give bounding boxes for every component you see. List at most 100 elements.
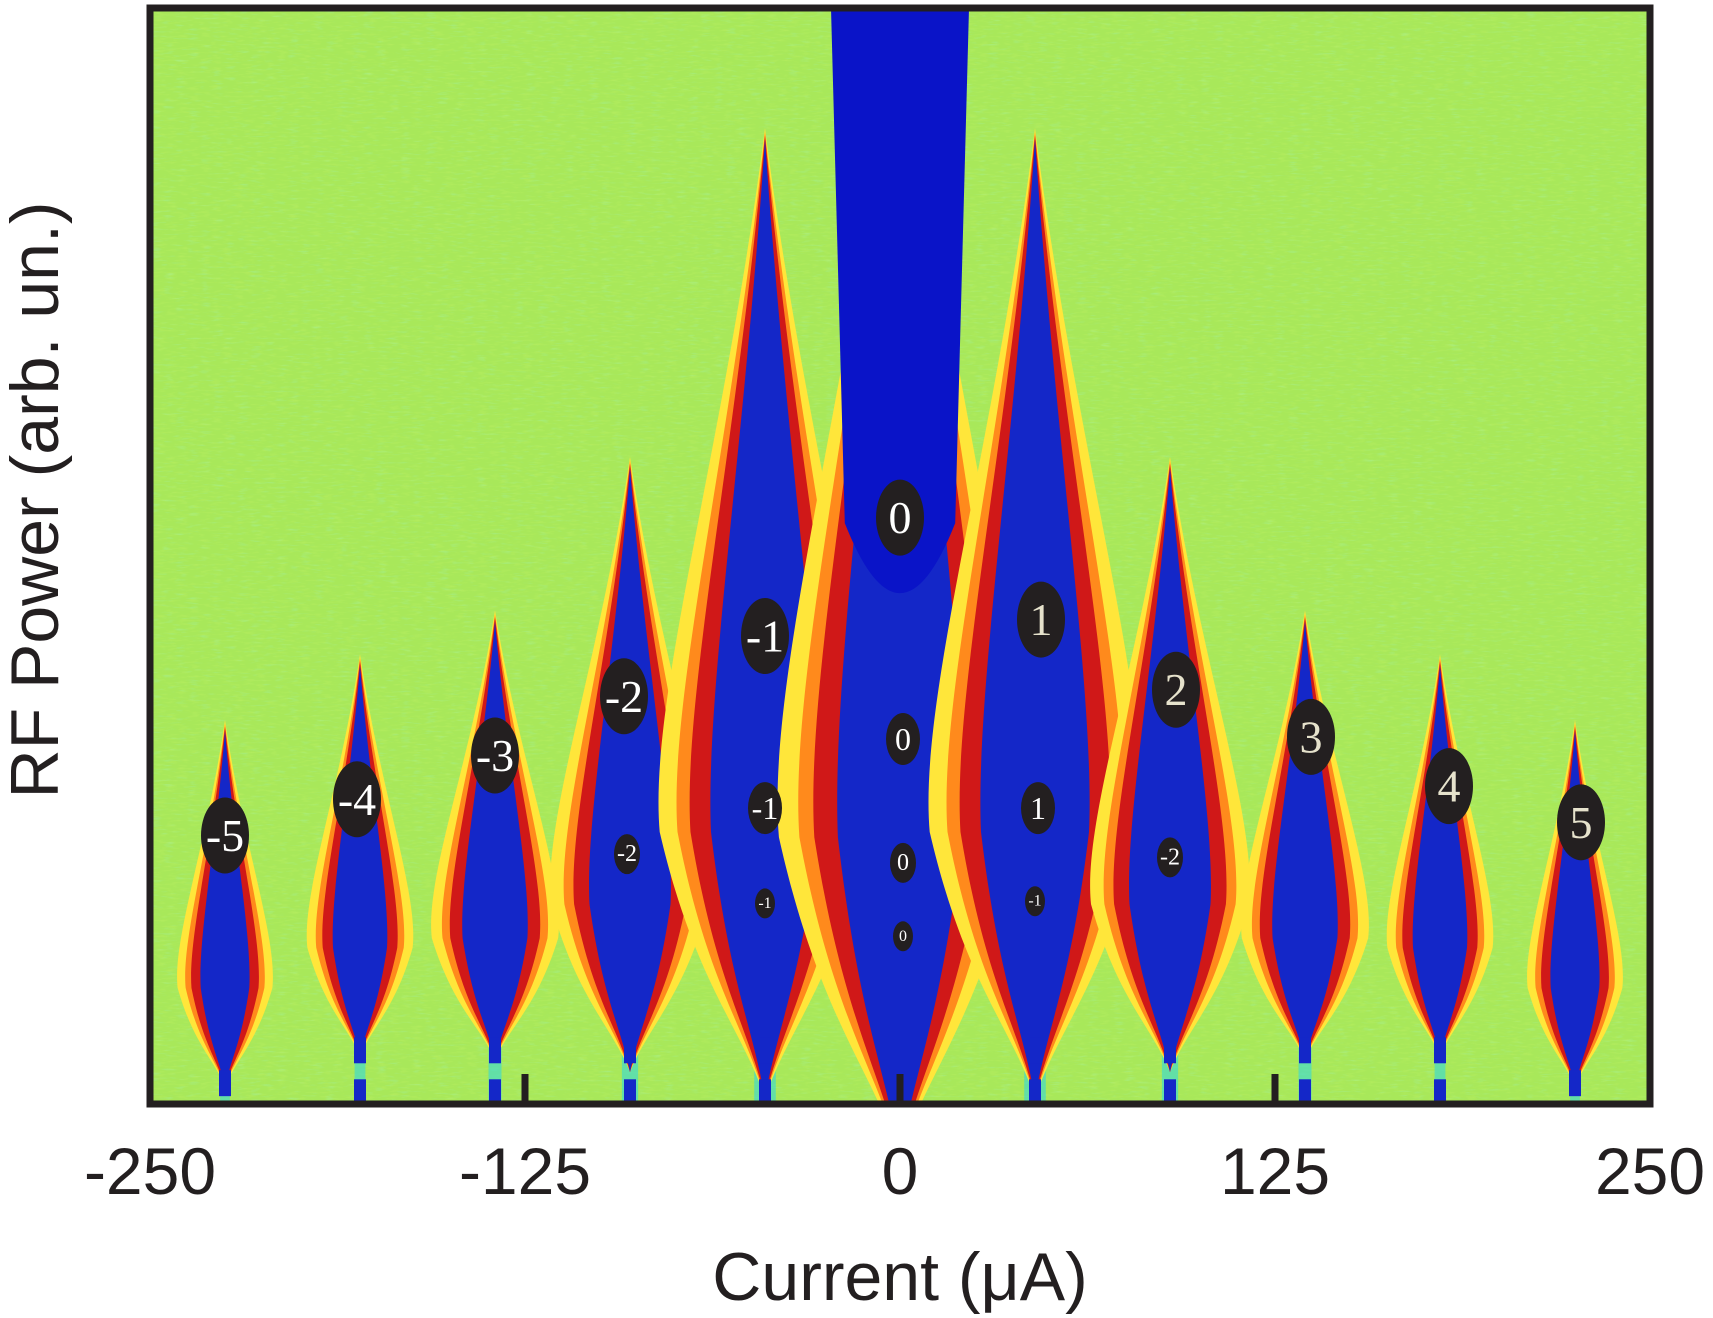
lobe-dash-step-4 [1434,1079,1446,1104]
step-marker-ellipse [614,834,640,875]
step-marker-ellipse [1425,748,1473,825]
lobe-dash-step-1 [1029,1079,1041,1104]
step-marker: 0 [876,479,924,556]
lobe-dash-step--2 [624,1037,636,1064]
lobe-dash-step--2 [624,1079,636,1104]
step-marker: 0 [890,842,916,883]
step-marker-label: -3 [476,730,514,781]
step-marker: 1 [1017,581,1065,658]
step-marker-label: 4 [1438,761,1461,812]
step-marker-ellipse [1021,782,1055,835]
step-marker: -2 [614,834,640,875]
lobe-blue-step--2 [589,468,671,1072]
step-marker-ellipse [1025,886,1045,917]
step-marker-ellipse [1287,698,1335,775]
step-marker-label: 5 [1570,797,1593,848]
lobe-blue-step--4 [332,665,388,1057]
step-marker: -2 [600,658,648,735]
x-axis-tick-labels: -250 -125 0 125 250 [84,1134,1705,1208]
x-tick-label: 125 [1220,1134,1330,1208]
lobe-dash-step--5 [219,1070,231,1097]
lobe-dash-step--1 [759,1037,771,1064]
lobe-blue-step--3 [462,621,528,1060]
lobe-dash-step--3 [489,1037,501,1064]
lobe-dash-step--1 [759,1079,771,1104]
step-marker: 5 [1557,784,1605,861]
x-axis-ticks [521,1074,1279,1104]
step-marker-label: 1 [1030,790,1046,826]
step-marker: -3 [471,717,519,794]
step-marker: -1 [1025,886,1045,917]
step-marker-ellipse [333,761,381,838]
lobe-dash-step-3 [1299,1037,1311,1064]
step-marker: 3 [1287,698,1335,775]
x-tick-label: 250 [1595,1134,1705,1208]
step-marker: 0 [886,713,920,766]
step-marker-label: 0 [897,850,909,876]
step-marker-ellipse [471,717,519,794]
step-marker-label: 1 [1030,594,1053,645]
step-marker-ellipse [755,888,775,919]
step-marker: -4 [333,761,381,838]
step-marker: -2 [1157,837,1183,878]
lobe-blue-step-2 [1129,468,1211,1072]
lobe-dash-step-5 [1569,1070,1581,1097]
step-marker-ellipse [1557,784,1605,861]
step-marker-label: 0 [895,721,911,757]
step-marker-ellipse [201,797,249,874]
step-marker-label: 2 [1165,664,1188,715]
step-marker: -1 [741,598,789,675]
step-marker-ellipse [741,598,789,675]
step-marker-label: 3 [1300,711,1323,762]
lobe-step-4 [1386,654,1494,1104]
y-axis-label: RF Power (arb. un.) [0,201,73,798]
step-marker-label: 0 [889,492,912,543]
step-marker-ellipse [876,479,924,556]
lobe-blue-step-3 [1272,621,1338,1060]
lobe-dash-step-1 [1029,1037,1041,1064]
x-tick-label: -125 [459,1134,591,1208]
step-marker-label: -1 [752,790,779,826]
step-marker: 1 [1021,782,1055,835]
step-marker-label: 0 [899,928,907,945]
step-marker-label: -5 [206,810,244,861]
lobe-blue-step-4 [1412,665,1468,1057]
step-marker-ellipse [886,713,920,766]
lobe-step--2 [550,456,710,1104]
lobe-dash-step-3 [1299,1079,1311,1104]
step-marker-label: -1 [758,895,771,912]
lobe-dash-step--4 [354,1079,366,1104]
lobe-dash-step-2 [1164,1079,1176,1104]
step-marker: 0 [893,921,913,952]
step-marker-ellipse [1017,581,1065,658]
lobe-dash-step-2 [1164,1037,1176,1064]
lobe-step--5 [177,719,273,1104]
step-markers: -5 -4 -3 -2 -1 0 1 2 3 4 5 0 -1 1 -2 -2 0 -1 -1 0 [201,479,1605,952]
step-marker-ellipse [748,782,782,835]
plot-area: -5 -4 -3 -2 -1 0 1 2 3 4 5 0 -1 1 -2 -2 0 -1 -1 0 [150,8,1650,1104]
lobe-blue-step-5 [1550,731,1600,1087]
lobe-step--4 [306,654,414,1104]
step-marker-ellipse [600,658,648,735]
step-marker-label: -1 [746,611,784,662]
step-marker-label: -4 [338,774,376,825]
lobe-step--3 [431,610,559,1104]
x-tick-label: -250 [84,1134,216,1208]
lobe-step-2 [1090,456,1250,1104]
lobe-blue-step--5 [200,731,250,1087]
step-marker: 4 [1425,748,1473,825]
central-step-band [831,8,969,594]
step-marker-ellipse [890,842,916,883]
x-tick-label: 0 [882,1134,919,1208]
step-marker-label: -2 [1160,844,1180,870]
lobe-step-3 [1241,610,1369,1104]
step-marker: -5 [201,797,249,874]
lobe-dash-step-4 [1434,1037,1446,1064]
step-marker-ellipse [1157,837,1183,878]
step-marker-label: -2 [617,841,637,867]
step-marker-label: -2 [605,671,643,722]
step-marker: -1 [748,782,782,835]
lobe-dash-step--3 [489,1079,501,1104]
lobe-dash-step--4 [354,1037,366,1064]
